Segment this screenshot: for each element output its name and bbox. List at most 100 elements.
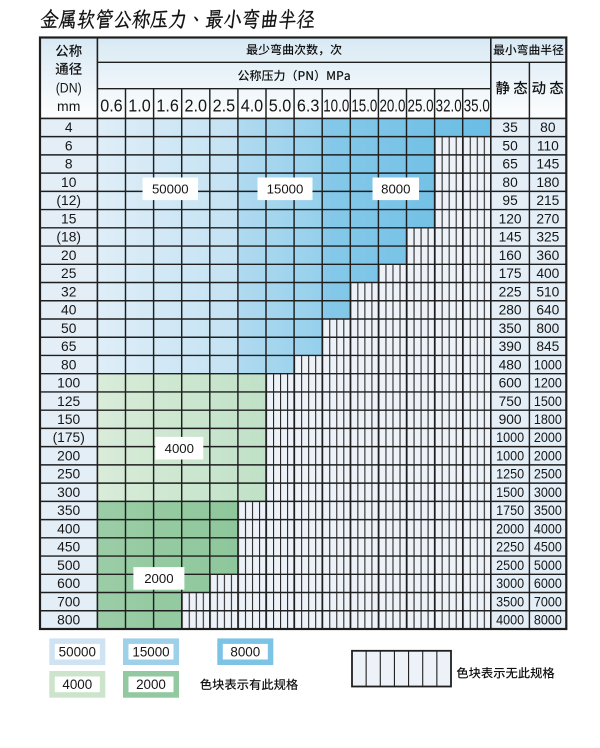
svg-text:50000: 50000	[59, 645, 96, 660]
svg-text:35: 35	[502, 120, 518, 135]
svg-text:mm: mm	[57, 98, 80, 114]
svg-text:145: 145	[499, 230, 522, 245]
svg-text:95: 95	[502, 193, 518, 208]
svg-text:2500: 2500	[534, 467, 562, 482]
svg-text:15.0: 15.0	[351, 95, 377, 115]
svg-text:300: 300	[57, 485, 80, 500]
svg-text:2.5: 2.5	[213, 95, 236, 115]
svg-text:700: 700	[57, 594, 80, 609]
svg-text:8000: 8000	[381, 182, 410, 197]
svg-text:400: 400	[57, 521, 80, 536]
svg-text:325: 325	[536, 230, 559, 245]
svg-text:2000: 2000	[534, 430, 562, 445]
svg-text:4000: 4000	[62, 677, 92, 692]
svg-text:80: 80	[540, 120, 556, 135]
svg-text:250: 250	[57, 467, 80, 482]
svg-text:32: 32	[61, 284, 76, 299]
svg-text:145: 145	[536, 157, 559, 172]
svg-text:100: 100	[57, 376, 80, 391]
svg-text:120: 120	[499, 211, 522, 226]
svg-text:2500: 2500	[496, 558, 524, 573]
svg-text:50: 50	[61, 321, 77, 336]
svg-text:1250: 1250	[496, 467, 524, 482]
svg-text:1.6: 1.6	[156, 95, 179, 115]
svg-text:1750: 1750	[496, 503, 524, 518]
svg-text:15000: 15000	[132, 645, 169, 660]
svg-text:8000: 8000	[534, 613, 562, 628]
svg-text:5.0: 5.0	[269, 95, 292, 115]
svg-text:1800: 1800	[534, 412, 562, 427]
svg-text:845: 845	[536, 339, 559, 354]
svg-text:2000: 2000	[144, 571, 173, 586]
svg-text:2250: 2250	[496, 540, 524, 555]
svg-text:180: 180	[536, 175, 559, 190]
svg-text:7000: 7000	[534, 594, 562, 609]
svg-text:8000: 8000	[230, 645, 260, 660]
svg-text:6.3: 6.3	[297, 95, 320, 115]
svg-text:1000: 1000	[496, 448, 524, 463]
svg-text:600: 600	[499, 376, 522, 391]
svg-text:6: 6	[65, 138, 73, 153]
svg-text:8: 8	[65, 157, 73, 172]
svg-text:80: 80	[502, 175, 518, 190]
svg-text:1200: 1200	[534, 376, 562, 391]
svg-text:1000: 1000	[534, 357, 562, 372]
svg-text:50000: 50000	[152, 182, 189, 197]
svg-text:4000: 4000	[534, 521, 562, 536]
svg-text:2.0: 2.0	[185, 95, 208, 115]
svg-text:2000: 2000	[136, 677, 166, 692]
svg-text:15000: 15000	[267, 182, 304, 197]
svg-text:25: 25	[61, 266, 77, 281]
svg-text:800: 800	[57, 613, 80, 628]
svg-text:2000: 2000	[534, 448, 562, 463]
svg-text:4.0: 4.0	[241, 95, 264, 115]
svg-text:80: 80	[61, 357, 77, 372]
svg-text:6000: 6000	[534, 576, 562, 591]
svg-text:125: 125	[57, 394, 80, 409]
svg-text:3000: 3000	[534, 485, 562, 500]
svg-text:600: 600	[57, 576, 80, 591]
svg-text:225: 225	[499, 284, 522, 299]
svg-text:1000: 1000	[496, 430, 524, 445]
svg-text:750: 750	[499, 394, 522, 409]
svg-text:510: 510	[536, 284, 559, 299]
svg-text:4500: 4500	[534, 540, 562, 555]
svg-text:35.0: 35.0	[464, 95, 490, 115]
svg-text:(12): (12)	[56, 193, 81, 208]
svg-text:0.6: 0.6	[100, 95, 123, 115]
svg-text:640: 640	[536, 303, 559, 318]
svg-text:390: 390	[499, 339, 522, 354]
svg-text:350: 350	[57, 503, 80, 518]
svg-text:25.0: 25.0	[408, 95, 434, 115]
svg-text:480: 480	[499, 357, 522, 372]
svg-text:65: 65	[502, 157, 518, 172]
svg-text:450: 450	[57, 540, 80, 555]
svg-text:200: 200	[57, 448, 80, 463]
svg-text:3000: 3000	[496, 576, 524, 591]
svg-text:15: 15	[61, 211, 77, 226]
svg-text:3500: 3500	[534, 503, 562, 518]
svg-text:4000: 4000	[496, 613, 524, 628]
svg-text:160: 160	[499, 248, 522, 263]
svg-text:20.0: 20.0	[379, 95, 405, 115]
svg-text:32.0: 32.0	[436, 95, 462, 115]
svg-text:(DN): (DN)	[56, 80, 82, 96]
svg-text:1500: 1500	[496, 485, 524, 500]
svg-text:1500: 1500	[534, 394, 562, 409]
svg-text:215: 215	[536, 193, 559, 208]
svg-text:900: 900	[499, 412, 522, 427]
svg-text:175: 175	[499, 266, 522, 281]
svg-text:800: 800	[536, 321, 559, 336]
svg-text:(18): (18)	[56, 230, 81, 245]
svg-text:280: 280	[499, 303, 522, 318]
svg-text:50: 50	[502, 138, 518, 153]
svg-text:360: 360	[536, 248, 559, 263]
svg-text:20: 20	[61, 248, 77, 263]
svg-text:500: 500	[57, 558, 80, 573]
svg-text:4: 4	[65, 120, 73, 135]
svg-text:65: 65	[61, 339, 77, 354]
svg-text:150: 150	[57, 412, 80, 427]
svg-text:4000: 4000	[165, 441, 194, 456]
svg-text:1.0: 1.0	[128, 95, 151, 115]
svg-text:350: 350	[499, 321, 522, 336]
